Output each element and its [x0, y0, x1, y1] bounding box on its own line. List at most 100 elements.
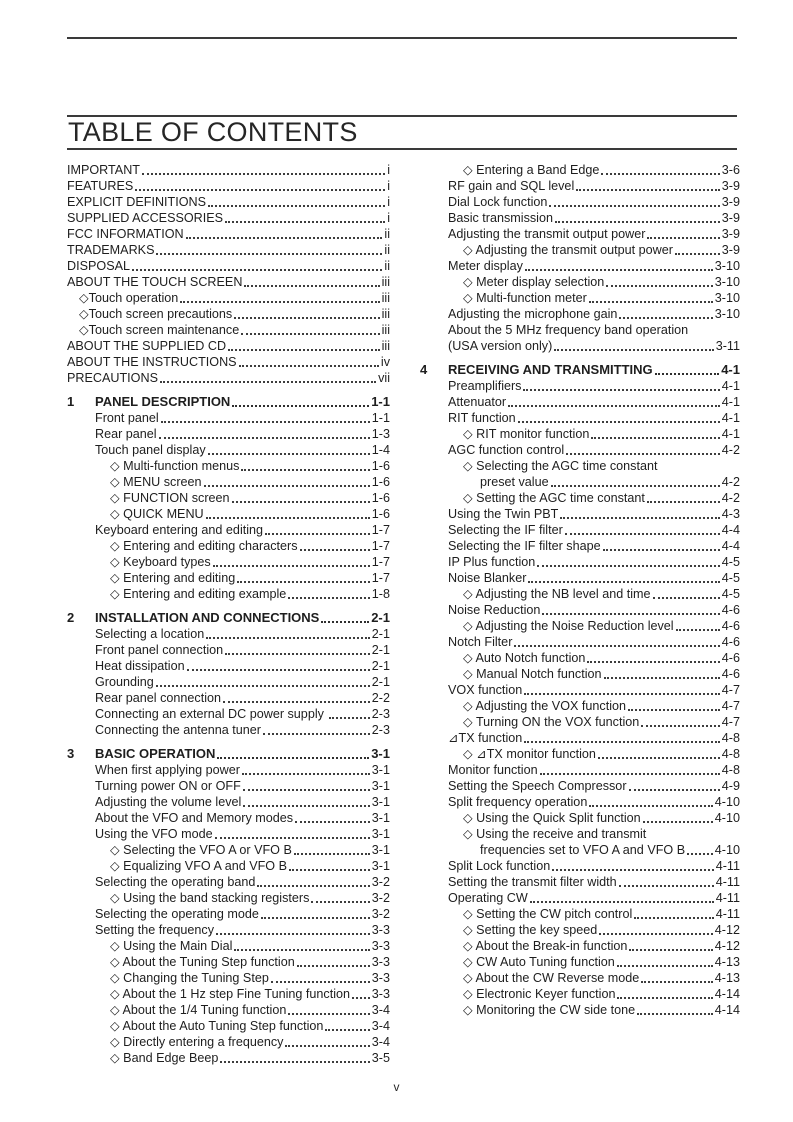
entry-label: Selecting a location — [95, 627, 205, 641]
dot-leader — [634, 917, 714, 919]
entry-label: Selecting the operating band — [95, 875, 256, 889]
toc-entry: ◇ Band Edge Beep 3-5 — [67, 1050, 390, 1066]
entry-label: Using the Twin PBT — [448, 507, 559, 521]
toc-entry: Noise Reduction 4-6 — [420, 602, 740, 618]
entry-page-number: 2-2 — [371, 691, 390, 705]
entry-page-number: 4-12 — [714, 939, 740, 953]
toc-entry: Rear panel 1-3 — [67, 426, 390, 442]
dot-leader — [242, 789, 370, 791]
dot-leader — [641, 981, 713, 983]
toc-entry: ◇ Selecting the VFO A or VFO B 3-1 — [67, 842, 390, 858]
entry-page-number: 4-12 — [714, 923, 740, 937]
entry-label: ◇ Multi-function meter — [463, 291, 587, 305]
toc-entry: ◇ Entering a Band Edge 3-6 — [420, 162, 740, 178]
toc-entry-wrap: preset value 4-2 — [420, 474, 740, 490]
entry-page-number: 4-7 — [721, 683, 740, 697]
entry-page-number: 1-7 — [371, 523, 390, 537]
toc-entry: ◇ Auto Notch function 4-6 — [420, 650, 740, 666]
entry-label: ◇ Electronic Keyer function — [463, 987, 616, 1001]
dot-leader — [675, 629, 720, 631]
dot-leader — [257, 885, 370, 887]
entry-page-number: 3-6 — [721, 163, 740, 177]
toc-column-left: IMPORTANT i FEATURES i EXPLICIT DEFINITIONS i… — [67, 162, 390, 1066]
entry-label: Adjusting the transmit output power — [448, 227, 646, 241]
section-block-4: 4 RECEIVING AND TRANSMITTING 4-1 Preamplifi… — [420, 362, 740, 1018]
entry-page-number: 1-3 — [371, 427, 390, 441]
entry-page-number: 4-6 — [721, 667, 740, 681]
section-block-2: 2 INSTALLATION AND CONNECTIONS 2-1 Selectin… — [67, 610, 390, 738]
toc-entry-wrap: (USA version only) 3-11 — [420, 338, 740, 354]
toc-entry: ◇ QUICK MENU 1-6 — [67, 506, 390, 522]
entry-page-number: 4-2 — [721, 443, 740, 457]
entry-page-number: 3-9 — [721, 243, 740, 257]
page-folio: v — [393, 1080, 400, 1094]
entry-label: ◇ Adjusting the NB level and time — [463, 587, 651, 601]
toc-entry: ◇ Selecting the AGC time constant — [420, 458, 740, 474]
entry-label: ABOUT THE SUPPLIED CD — [67, 339, 227, 353]
entry-label: Monitor function — [448, 763, 538, 777]
dot-leader — [642, 821, 713, 823]
toc-entry: ◇ Using the band stacking registers 3-2 — [67, 890, 390, 906]
dot-leader — [296, 965, 370, 967]
entry-page-number: 3-1 — [371, 811, 390, 825]
dot-leader — [241, 773, 370, 775]
entry-label: ABOUT THE TOUCH SCREEN — [67, 275, 243, 289]
entry-label: TRADEMARKS — [67, 243, 155, 257]
toc-entry: ◇Touch operation iii — [67, 290, 390, 306]
toc-entry: ◇ Multi-function menus 1-6 — [67, 458, 390, 474]
toc-entry: ◇ Turning ON the VOX function 4-7 — [420, 714, 740, 730]
entry-page-number: 1-7 — [371, 555, 390, 569]
dot-leader — [602, 549, 720, 551]
entry-label: Noise Blanker — [448, 571, 527, 585]
entry-page-number: 3-2 — [371, 907, 390, 921]
entry-page-number: 4-4 — [721, 523, 740, 537]
entry-page-number: 4-6 — [721, 603, 740, 617]
section-number: 2 — [67, 610, 75, 625]
dot-leader — [524, 693, 720, 695]
toc-entry: Using the Twin PBT 4-3 — [420, 506, 740, 522]
dot-leader — [674, 253, 720, 255]
toc-entry: TRADEMARKS ii — [67, 242, 390, 258]
entry-label: ABOUT THE INSTRUCTIONS — [67, 355, 237, 369]
entry-page-number: 4-10 — [714, 811, 740, 825]
page-title: TABLE OF CONTENTS — [68, 117, 358, 147]
dot-leader — [231, 501, 370, 503]
entry-label: Connecting an external DC power supply — [95, 707, 328, 721]
toc-entry: ◇ About the Break-in function 4-12 — [420, 938, 740, 954]
dot-leader — [539, 773, 720, 775]
section-title: INSTALLATION AND CONNECTIONS — [95, 610, 320, 625]
entry-label: When first applying power — [95, 763, 240, 777]
toc-entry: ◇Touch screen precautions iii — [67, 306, 390, 322]
dot-leader — [654, 373, 720, 375]
entry-label: ◇ About the 1/4 Tuning function — [110, 1003, 287, 1017]
entry-page-number: 3-10 — [714, 259, 740, 273]
toc-entry: About the VFO and Memory modes 3-1 — [67, 810, 390, 826]
toc-entry: FCC INFORMATION ii — [67, 226, 390, 242]
entry-label: RF gain and SQL level — [448, 179, 575, 193]
dot-leader — [687, 853, 713, 855]
dot-leader — [528, 581, 720, 583]
entry-page-number: 4-9 — [721, 779, 740, 793]
entry-page-number: 4-7 — [721, 715, 740, 729]
toc-entry: ◇ About the Auto Tuning Step function 3-4 — [67, 1018, 390, 1034]
toc-entry: Noise Blanker 4-5 — [420, 570, 740, 586]
entry-page-number: 4-7 — [721, 699, 740, 713]
toc-entry: Selecting the operating mode 3-2 — [67, 906, 390, 922]
dot-leader — [217, 757, 370, 759]
toc-section-header: 4 RECEIVING AND TRANSMITTING 4-1 — [420, 362, 740, 378]
entry-label: Heat dissipation — [95, 659, 185, 673]
entry-label: ◇ Setting the CW pitch control — [463, 907, 633, 921]
dot-leader — [554, 221, 720, 223]
entry-label: Selecting the IF filter shape — [448, 539, 601, 553]
entry-label: Touch panel display — [95, 443, 206, 457]
toc-entry: ◇ Electronic Keyer function 4-14 — [420, 986, 740, 1002]
dot-leader — [295, 821, 370, 823]
section-title: BASIC OPERATION — [95, 746, 216, 761]
entry-page-number: 3-10 — [714, 307, 740, 321]
toc-entry: ◇ Directly entering a frequency 3-4 — [67, 1034, 390, 1050]
toc-entry: Setting the frequency 3-3 — [67, 922, 390, 938]
toc-entry: IMPORTANT i — [67, 162, 390, 178]
entry-page-number: 4-8 — [721, 731, 740, 745]
dot-leader — [616, 965, 713, 967]
dot-leader — [220, 1061, 370, 1063]
